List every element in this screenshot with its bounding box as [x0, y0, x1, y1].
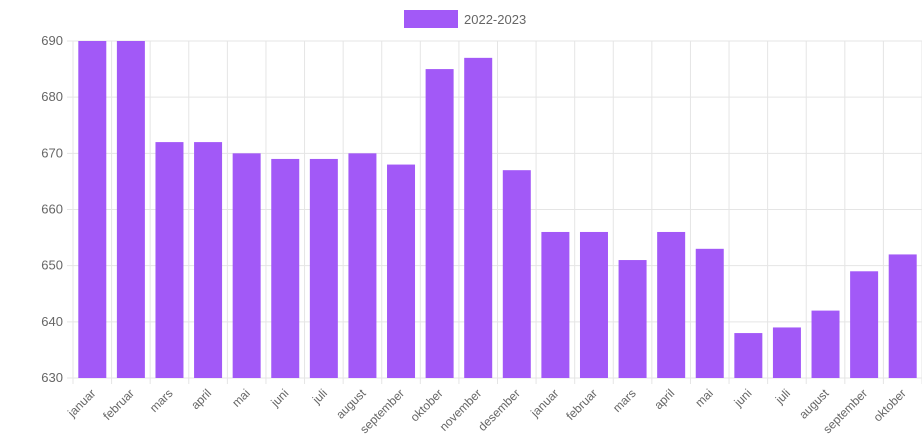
bar-februar-13[interactable] — [579, 231, 608, 378]
x-tick-label: desember — [475, 386, 523, 434]
bar-juli-6[interactable] — [309, 158, 338, 378]
bar-oktober-21[interactable] — [888, 254, 917, 378]
x-tick-label: januar — [64, 386, 98, 420]
bar-mai-16[interactable] — [695, 248, 724, 378]
x-tick-label: april — [188, 386, 214, 412]
bar-september-20[interactable] — [850, 271, 879, 378]
x-tick-label: juli — [772, 386, 793, 407]
x-tick-label: januar — [527, 386, 561, 420]
y-axis-ticks: 630 640 650 660 670 680 690 — [41, 33, 63, 385]
y-tick-label: 680 — [41, 89, 63, 104]
x-tick-label: oktober — [408, 386, 446, 424]
bar-august-7[interactable] — [348, 153, 377, 378]
y-tick-label: 660 — [41, 202, 63, 217]
y-tick-label: 670 — [41, 145, 63, 160]
bar-juni-5[interactable] — [271, 158, 300, 378]
bar-juni-17[interactable] — [734, 333, 763, 378]
x-tick-label: juni — [731, 386, 755, 410]
bar-januar-12[interactable] — [541, 231, 570, 378]
x-tick-label: mai — [692, 386, 716, 410]
bars — [78, 41, 917, 378]
x-tick-label: mai — [229, 386, 253, 410]
legend-swatch[interactable] — [404, 10, 458, 28]
x-tick-label: juni — [268, 386, 292, 410]
bar-april-3[interactable] — [194, 142, 223, 378]
y-tick-label: 690 — [41, 33, 63, 48]
legend[interactable]: 2022-2023 — [404, 10, 526, 28]
x-tick-label: februar — [563, 386, 600, 423]
x-tick-label: mars — [610, 386, 639, 415]
grid — [67, 40, 922, 384]
y-tick-label: 640 — [41, 314, 63, 329]
bar-mai-4[interactable] — [232, 153, 261, 378]
bar-februar-1[interactable] — [116, 41, 145, 378]
legend-label[interactable]: 2022-2023 — [464, 12, 526, 27]
x-tick-label: juli — [309, 386, 330, 407]
y-tick-label: 650 — [41, 258, 63, 273]
y-tick-label: 630 — [41, 370, 63, 385]
bar-april-15[interactable] — [657, 231, 686, 378]
bar-juli-18[interactable] — [772, 327, 801, 378]
x-tick-label: april — [651, 386, 677, 412]
x-tick-label: oktober — [871, 386, 909, 424]
x-tick-label: august — [333, 386, 369, 422]
bar-desember-11[interactable] — [502, 170, 531, 378]
bar-januar-0[interactable] — [78, 41, 107, 378]
bar-september-8[interactable] — [387, 164, 416, 378]
bar-november-10[interactable] — [464, 57, 493, 378]
x-tick-label: februar — [100, 386, 137, 423]
x-tick-label: mars — [147, 386, 176, 415]
bar-august-19[interactable] — [811, 310, 840, 378]
bar-mars-14[interactable] — [618, 260, 647, 378]
x-axis-ticks: januar februar mars april mai juni juli augusts… — [64, 386, 909, 436]
bar-oktober-9[interactable] — [425, 69, 454, 378]
x-tick-label: august — [796, 386, 832, 422]
bar-mars-2[interactable] — [155, 142, 184, 378]
